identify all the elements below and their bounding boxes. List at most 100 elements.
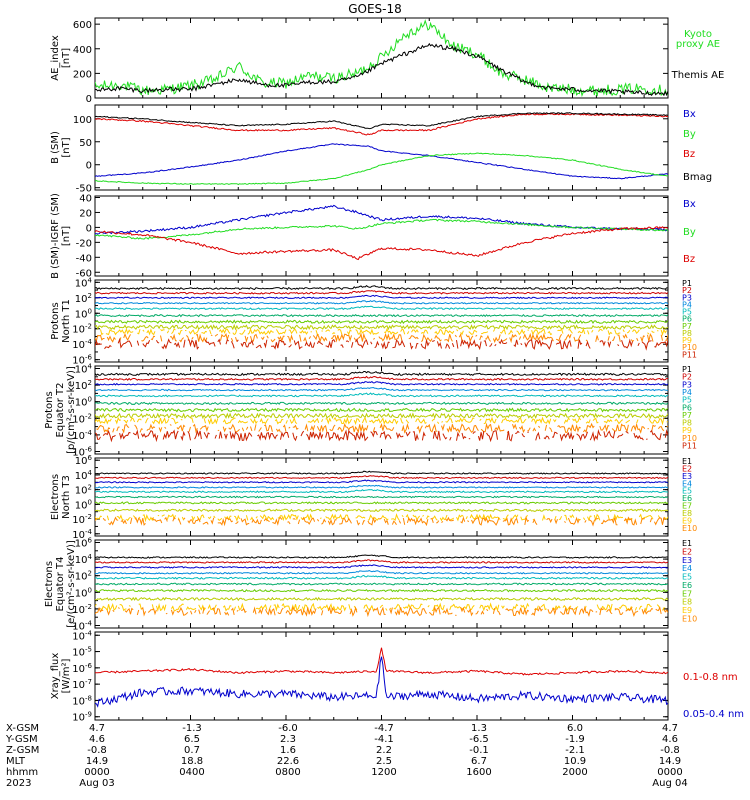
series-line-p11 (183, 339, 186, 348)
series-line-p10 (337, 422, 369, 434)
series-line-e10 (321, 518, 327, 525)
series-line-e10 (258, 608, 264, 615)
series-line-p9 (232, 329, 238, 336)
legend-label: E3 (682, 472, 692, 481)
series-line-p11 (340, 344, 344, 348)
series-line-e4 (95, 484, 668, 489)
legend-label: Bz (683, 254, 695, 265)
series-line-e10 (217, 517, 234, 527)
series-line-e9 (317, 602, 347, 612)
series-line-p11 (420, 340, 430, 350)
series-line-p10 (245, 426, 249, 430)
series-line-p9 (368, 417, 399, 425)
series-line-e9 (281, 602, 301, 612)
series-line-e10 (202, 607, 205, 614)
y-axis-label: AE_index (50, 35, 61, 81)
series-line-p11 (392, 339, 406, 349)
series-line-e10 (95, 606, 104, 615)
series-line-p9 (501, 417, 527, 424)
series-line-p10 (134, 424, 138, 430)
legend-label: P9 (682, 336, 692, 345)
table-cell: 4.6 (662, 734, 678, 745)
legend-label: P9 (682, 426, 692, 435)
series-line-e9 (100, 603, 118, 612)
series-line-e10 (265, 608, 276, 616)
series-line-p11 (409, 342, 414, 350)
series-line-p11 (119, 431, 131, 440)
series-line-p9 (625, 419, 631, 424)
series-line-e10 (547, 607, 558, 616)
series-line-p11 (483, 340, 487, 347)
series-line-p11 (194, 429, 202, 440)
series-line-p11 (187, 431, 191, 441)
series-line-e1 (95, 470, 668, 475)
series-line-p10 (630, 339, 635, 342)
series-line-e10 (287, 521, 291, 525)
series-line-p2 (95, 375, 668, 381)
y-tick-label-exponent: 0 (88, 396, 92, 404)
y-tick-label-base: 10 (75, 471, 88, 482)
series-line-e9 (119, 603, 127, 612)
series-line-e10 (231, 607, 235, 616)
series-line-p10 (222, 426, 227, 433)
series-line-e9 (456, 514, 464, 522)
series-line-p10 (494, 424, 505, 432)
series-line-kyoto-proxy-ae (95, 19, 668, 98)
series-line-e9 (569, 514, 575, 519)
y-axis-label: B (SM)-IGRF (SM) (50, 193, 61, 279)
series-line-p9 (597, 328, 603, 332)
series-line-p9 (307, 417, 320, 424)
series-line-p10 (416, 425, 423, 434)
series-line-p11 (102, 429, 116, 443)
series-line-p9 (237, 419, 249, 424)
series-line-e10 (554, 519, 558, 525)
series-line-e10 (210, 517, 215, 525)
series-line-p10 (287, 334, 294, 344)
series-line-e10 (241, 607, 247, 614)
series-line-e10 (486, 608, 489, 612)
y-tick-label: -50 (76, 184, 92, 195)
y-tick-label: 40 (79, 193, 92, 204)
series-line-p9 (180, 418, 183, 421)
legend-label: P2 (682, 373, 692, 382)
series-line-e9 (431, 602, 445, 611)
series-line-p9 (361, 416, 367, 424)
plot-area (95, 19, 668, 98)
series-line-p9 (130, 417, 136, 423)
series-line-p11 (155, 340, 160, 344)
series-line-e10 (187, 517, 201, 524)
series-line-e6 (95, 582, 668, 586)
series-line-p10 (106, 335, 116, 343)
series-line-0-05-0-4-nm (95, 656, 668, 708)
series-line-e4 (95, 570, 668, 575)
y-axis-label: Equator T2 (55, 383, 66, 438)
series-line-p9 (325, 417, 332, 425)
series-line-p9 (100, 329, 104, 336)
y-tick-label: 10-4 (72, 429, 92, 442)
series-line-e9 (390, 513, 400, 522)
table-cell: -6.5 (469, 734, 489, 745)
series-line-p9 (479, 418, 482, 421)
series-line-e5 (95, 489, 668, 494)
series-line-p11 (431, 339, 435, 342)
series-line-e9 (181, 516, 185, 521)
series-line-p11 (494, 344, 497, 347)
y-tick-label-exponent: 6 (88, 454, 93, 462)
series-line-p11 (95, 339, 102, 347)
series-line-e9 (427, 604, 430, 608)
series-line-p9 (547, 330, 553, 336)
series-line-p11 (664, 429, 668, 438)
series-line-p9 (499, 328, 507, 335)
series-line-e10 (559, 606, 578, 616)
series-line-e10 (436, 520, 440, 524)
series-line-e10 (224, 611, 230, 616)
series-line-p9 (247, 327, 274, 336)
series-line-e9 (465, 516, 468, 520)
series-line-e9 (348, 604, 352, 611)
y-tick-label-base: 10 (72, 356, 85, 367)
series-line-p7 (95, 319, 668, 325)
series-line-e10 (172, 517, 176, 522)
series-line-p9 (171, 328, 176, 335)
